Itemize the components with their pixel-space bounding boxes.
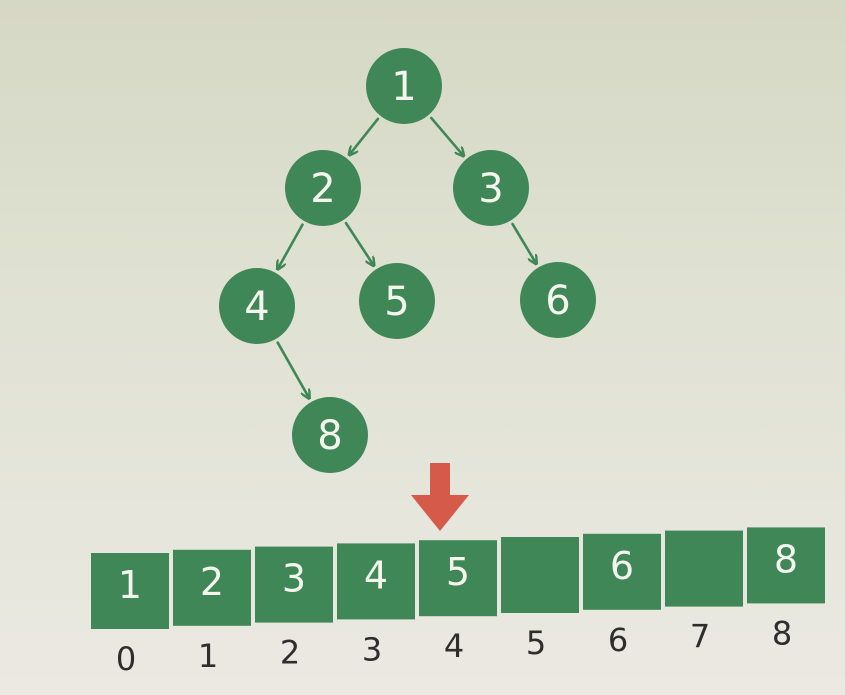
array-cell-box	[501, 537, 579, 613]
array-cell-3: 4	[337, 543, 415, 620]
array-cell-box	[665, 530, 743, 607]
tree-node-3: 3	[453, 150, 529, 226]
array-cell-4: 5	[419, 540, 497, 617]
array-cell-6: 6	[583, 533, 661, 610]
array-cell-0: 1	[91, 553, 169, 629]
array-index-label: 4	[444, 627, 464, 665]
array-index-label: 3	[362, 630, 382, 668]
tree-node-label: 4	[244, 284, 269, 330]
array-indices: 0 1 2 3 4 5 6 7 8	[116, 614, 792, 678]
tree-nodes: 1 2 3 4 5 6 8	[219, 48, 596, 473]
tree-node-label: 8	[317, 413, 342, 459]
tree-node-circle	[520, 262, 596, 338]
array-index-label: 8	[772, 614, 792, 652]
array-index-label: 5	[526, 624, 546, 662]
edge-4-to-8	[276, 341, 309, 398]
array-cell-1: 2	[173, 549, 251, 626]
array-cell-box	[583, 533, 661, 610]
array-cell-value: 5	[446, 550, 470, 594]
array-cell-box	[337, 543, 415, 620]
tree-node-circle	[453, 150, 529, 226]
array-cell-value: 3	[282, 557, 306, 601]
array-index-label: 6	[608, 621, 628, 659]
tree-node-label: 3	[478, 166, 503, 212]
array-cell-value: 2	[200, 560, 224, 604]
array-cell-value: 6	[610, 544, 634, 588]
edge-1-to-2	[350, 117, 380, 154]
array-cell-5	[501, 537, 579, 613]
array-cell-8: 8	[747, 527, 825, 604]
tree-node-6: 6	[520, 262, 596, 338]
edge-3-to-6	[511, 222, 536, 263]
tree-edges	[276, 116, 536, 398]
tree-node-circle	[359, 263, 435, 339]
array-cell-value: 4	[364, 553, 388, 597]
array-index-label: 0	[116, 640, 136, 678]
down-arrow-icon	[411, 463, 469, 531]
tree-node-label: 1	[391, 64, 416, 110]
edge-1-to-3	[429, 116, 463, 155]
array-cell-box	[419, 540, 497, 617]
array-index-label: 7	[690, 618, 710, 656]
array-cell-value: 1	[118, 563, 142, 607]
array-index-label: 2	[280, 634, 300, 672]
array-cell-value: 8	[774, 537, 798, 581]
array-cells: 1 2 3 4 5 6 8	[91, 527, 825, 629]
tree-node-circle	[366, 48, 442, 124]
edge-2-to-5	[344, 221, 373, 265]
array-cell-box	[173, 549, 251, 626]
array-cell-7	[665, 530, 743, 607]
edge-2-to-4	[278, 223, 304, 269]
array-cell-box	[255, 546, 333, 623]
tree-node-circle	[292, 397, 368, 473]
tree-node-4: 4	[219, 268, 295, 344]
tree-node-5: 5	[359, 263, 435, 339]
array-cell-box	[747, 527, 825, 604]
array-index-label: 1	[198, 637, 218, 675]
tree-node-label: 6	[545, 278, 570, 324]
tree-node-label: 2	[310, 166, 335, 212]
tree-node-2: 2	[285, 150, 361, 226]
tree-node-circle	[285, 150, 361, 226]
array-cell-box	[91, 553, 169, 629]
tree-node-label: 5	[384, 279, 409, 325]
tree-node-1: 1	[366, 48, 442, 124]
tree-node-8: 8	[292, 397, 368, 473]
tree-node-circle	[219, 268, 295, 344]
array-cell-2: 3	[255, 546, 333, 623]
